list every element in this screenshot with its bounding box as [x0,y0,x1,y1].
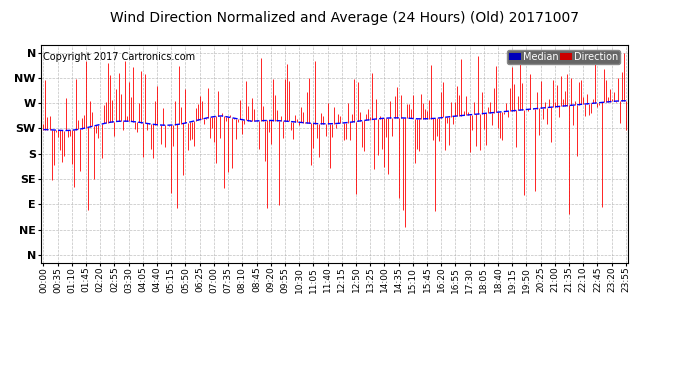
Text: Wind Direction Normalized and Average (24 Hours) (Old) 20171007: Wind Direction Normalized and Average (2… [110,11,580,25]
Text: Copyright 2017 Cartronics.com: Copyright 2017 Cartronics.com [43,51,195,62]
Legend: Median, Direction: Median, Direction [507,50,620,64]
